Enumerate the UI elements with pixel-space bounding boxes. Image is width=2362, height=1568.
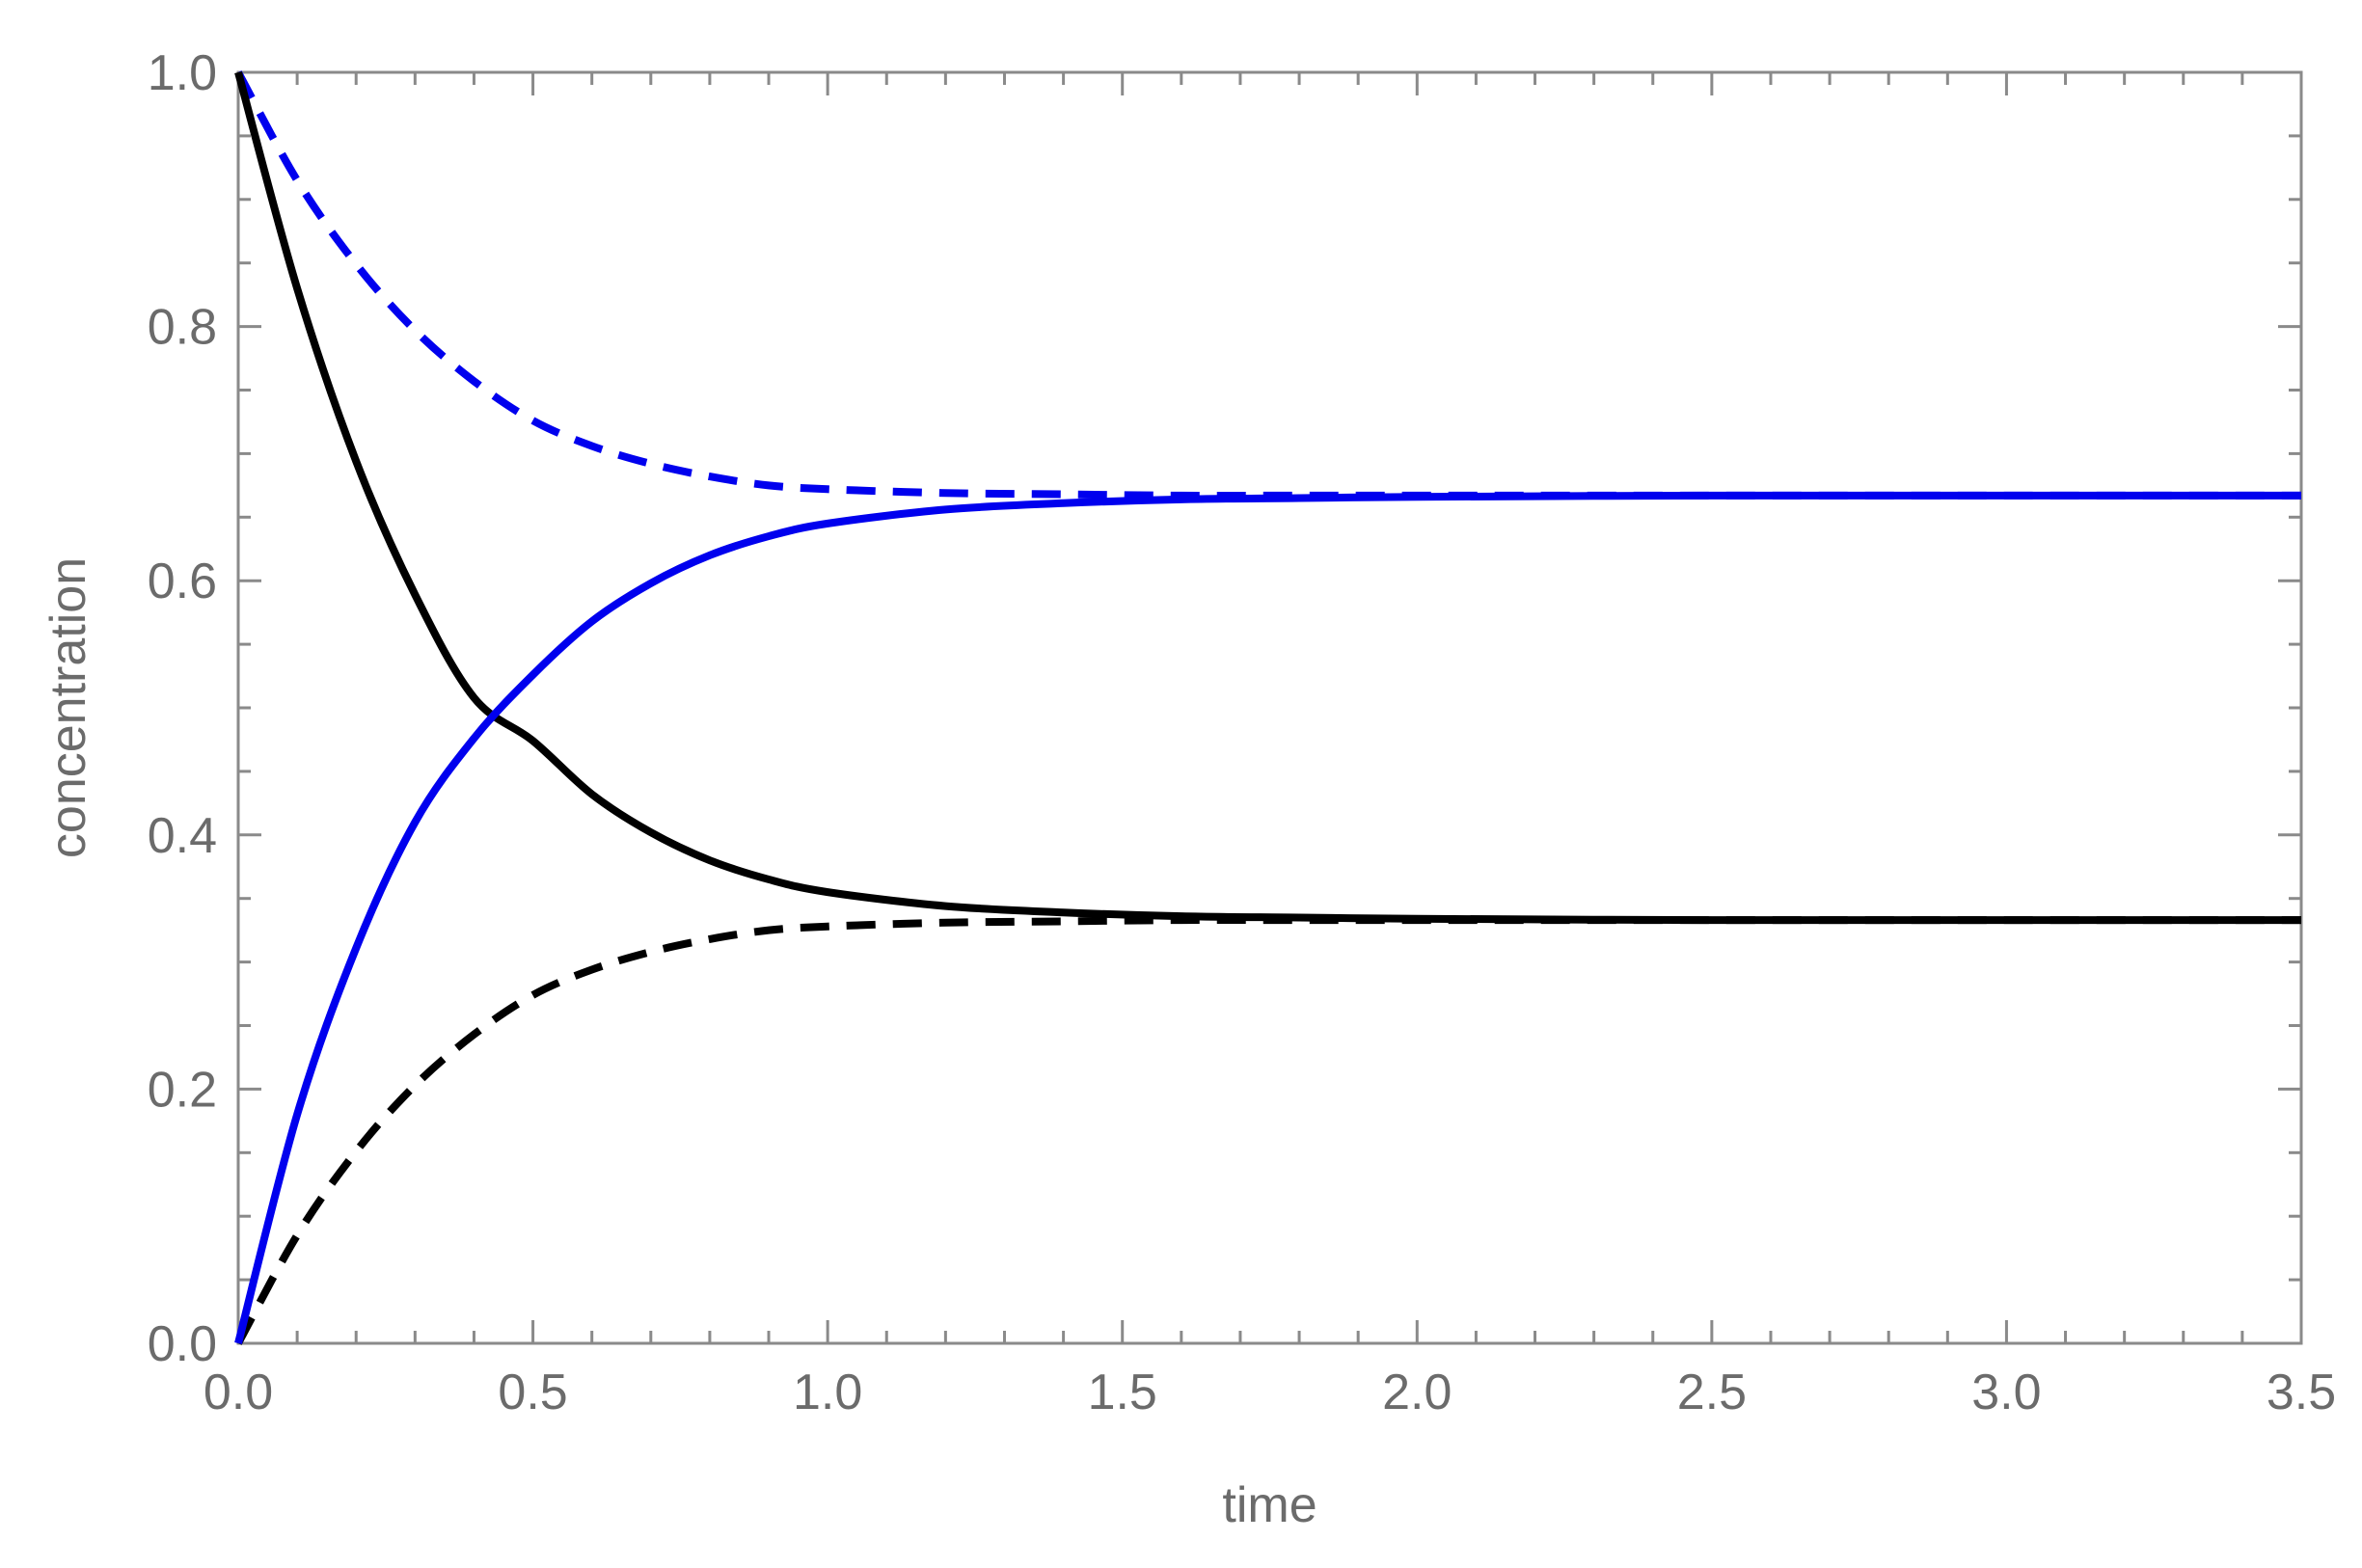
tick-marks-group [236, 70, 2303, 1345]
y-axis-label: concentration [41, 557, 96, 858]
y-tick-labels: 0.0 0.2 0.4 0.6 0.8 1.0 [148, 45, 217, 1372]
series-line-solid-blue [234, 491, 2301, 1344]
x-axis-label: time [1222, 1477, 1317, 1533]
y-tick-label: 0.6 [148, 554, 217, 609]
x-tick-labels: 0.0 0.5 1.0 1.5 2.0 2.5 3.0 3.5 [204, 1365, 2336, 1420]
y-tick-label: 1.0 [148, 45, 217, 101]
x-tick-label: 0.0 [204, 1365, 273, 1420]
y-tick-label: 0.8 [148, 300, 217, 356]
plot-frame [236, 70, 2303, 1345]
y-tick-label: 0.4 [148, 808, 217, 864]
y-tick-label: 0.0 [148, 1316, 217, 1372]
x-tick-label: 2.0 [1382, 1365, 1452, 1420]
series-line-dashed-blue [234, 70, 2301, 500]
x-tick-label: 3.0 [1971, 1365, 2041, 1420]
series-group [234, 70, 2301, 1345]
x-tick-label: 3.5 [2267, 1365, 2336, 1420]
series-line-dashed-black [234, 916, 2301, 1345]
x-tick-label: 2.5 [1677, 1365, 1747, 1420]
plot-frame-group [236, 70, 2303, 1345]
x-tick-label: 1.0 [793, 1365, 862, 1420]
series-line-solid-black [234, 70, 2301, 925]
y-tick-label: 0.2 [148, 1062, 217, 1118]
x-tick-label: 1.5 [1088, 1365, 1157, 1420]
x-tick-label: 0.5 [498, 1365, 567, 1420]
